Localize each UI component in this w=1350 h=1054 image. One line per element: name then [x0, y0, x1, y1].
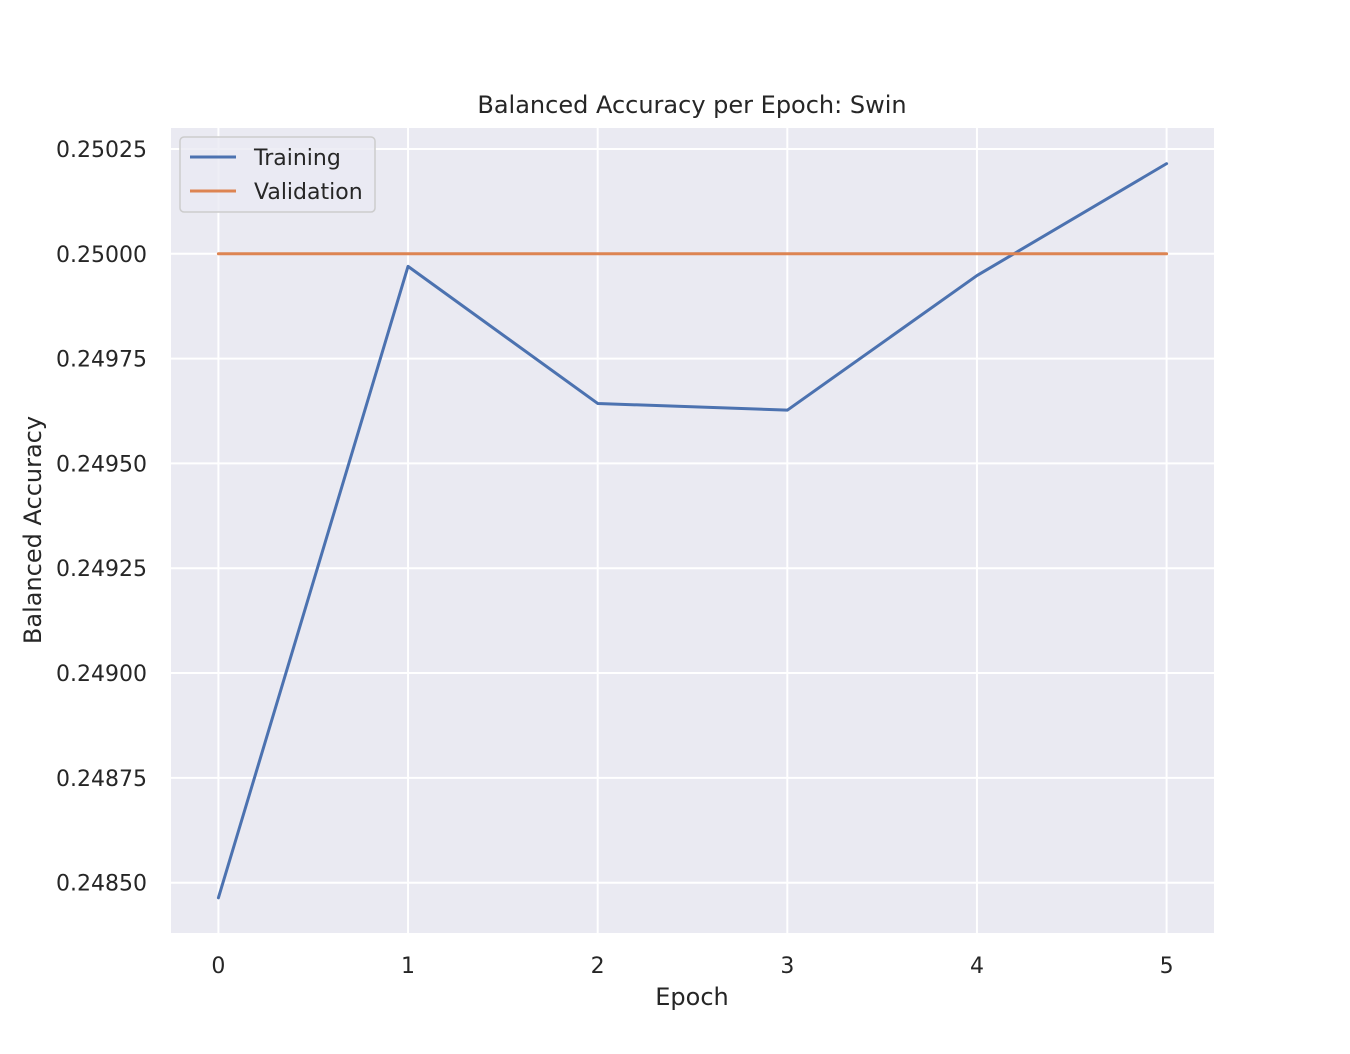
x-tick-label: 2 — [591, 954, 605, 979]
legend-validation-label: Validation — [254, 180, 363, 205]
y-tick-label: 0.24875 — [56, 767, 147, 792]
y-tick-label: 0.25025 — [56, 138, 147, 163]
y-tick-label: 0.24950 — [56, 452, 147, 477]
plot-area — [171, 128, 1214, 933]
y-tick-label: 0.24975 — [56, 348, 147, 373]
y-axis-label: Balanced Accuracy — [19, 416, 47, 644]
y-tick-label: 0.24850 — [56, 872, 147, 897]
series-lines — [216, 162, 1169, 900]
y-tick-label: 0.25000 — [56, 243, 147, 268]
x-tick-label: 5 — [1160, 954, 1174, 979]
y-tick-label: 0.24900 — [56, 662, 147, 687]
y-tick-labels: 0.24850 0.24875 0.24900 0.24925 0.24950 0.249… — [56, 138, 147, 897]
legend-training-label: Training — [253, 146, 341, 171]
training-line — [216, 162, 1169, 900]
grid-lines — [171, 128, 1214, 933]
x-tick-label: 3 — [780, 954, 794, 979]
x-tick-label: 4 — [970, 954, 984, 979]
x-axis-label: Epoch — [655, 983, 729, 1011]
y-tick-label: 0.24925 — [56, 557, 147, 582]
x-tick-label: 1 — [401, 954, 415, 979]
x-tick-label: 0 — [211, 954, 225, 979]
legend: Training Validation — [179, 136, 376, 213]
x-tick-labels: 0 1 2 3 4 5 — [211, 954, 1173, 979]
chart-title: Balanced Accuracy per Epoch: Swin — [477, 91, 906, 119]
